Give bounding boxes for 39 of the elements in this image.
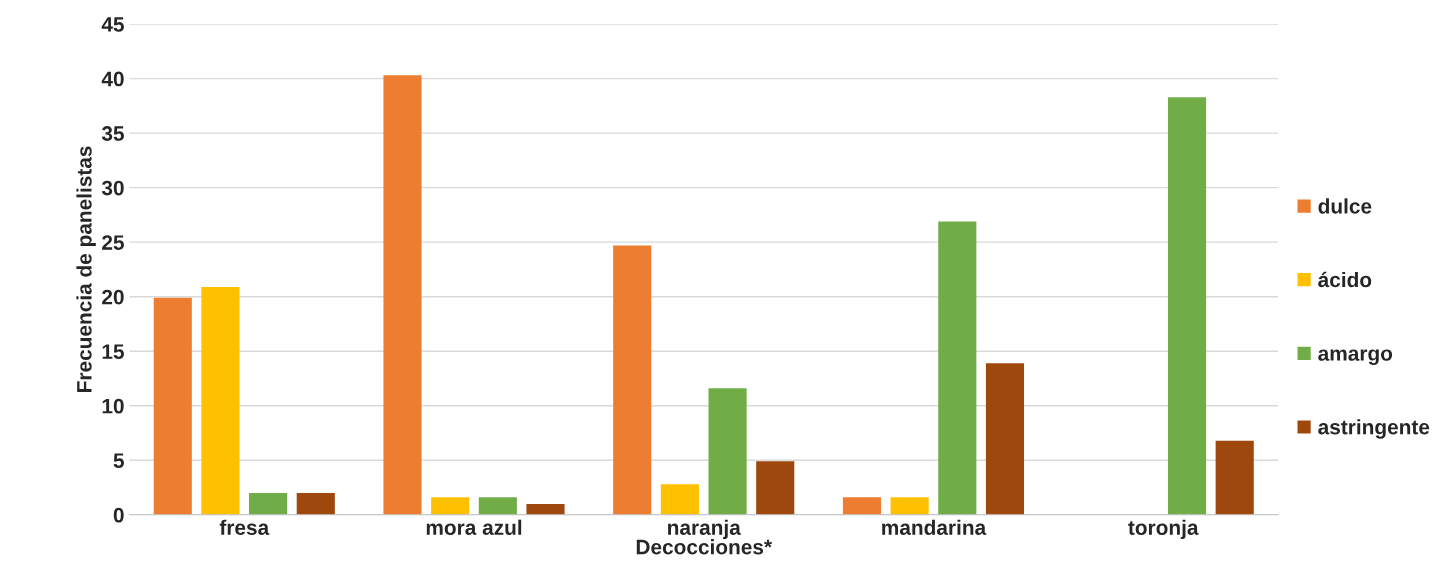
- x-tick-label: mandarina: [882, 519, 987, 535]
- legend-label: ácido: [1318, 271, 1372, 288]
- bar: [249, 492, 288, 515]
- y-tick-label: 10: [102, 398, 124, 414]
- y-tick-label: 30: [101, 180, 124, 196]
- y-tick-label: 15: [102, 344, 124, 359]
- y-tick-label: 45: [101, 17, 124, 32]
- x-axis-title: Decocciones*: [636, 539, 773, 555]
- bar: [153, 297, 192, 515]
- bar: [526, 503, 565, 515]
- y-tick-label: 0: [113, 507, 124, 523]
- y-tick-label: 5: [113, 453, 124, 469]
- y-tick-label: 40: [101, 71, 124, 87]
- x-tick-label: toronja: [1128, 519, 1199, 540]
- bar: [1167, 97, 1207, 515]
- x-tick-label: fresa: [219, 519, 270, 535]
- bar: [938, 221, 977, 515]
- legend-label: astringente: [1318, 419, 1430, 439]
- bar: [985, 363, 1025, 515]
- bar: [1215, 440, 1254, 515]
- y-tick-label: 25: [102, 235, 124, 250]
- bar: [383, 75, 422, 515]
- y-tick-label: 20: [102, 289, 124, 305]
- y-tick-label: 35: [101, 126, 124, 141]
- x-tick-label: naranja: [668, 519, 741, 540]
- bar: [478, 497, 517, 515]
- bar: [296, 492, 335, 515]
- bar: [890, 497, 929, 515]
- legend-label: amargo: [1318, 349, 1393, 366]
- bar: [660, 484, 699, 515]
- bar: [842, 497, 882, 515]
- bar: [201, 286, 240, 515]
- bar: [431, 497, 470, 515]
- x-tick-label: mora azul: [426, 519, 522, 535]
- bar: [613, 245, 652, 515]
- bar: [708, 388, 747, 515]
- legend-label: dulce: [1318, 198, 1372, 214]
- y-axis-title: Frecuencia de panelistas: [76, 146, 96, 392]
- bar: [756, 461, 795, 515]
